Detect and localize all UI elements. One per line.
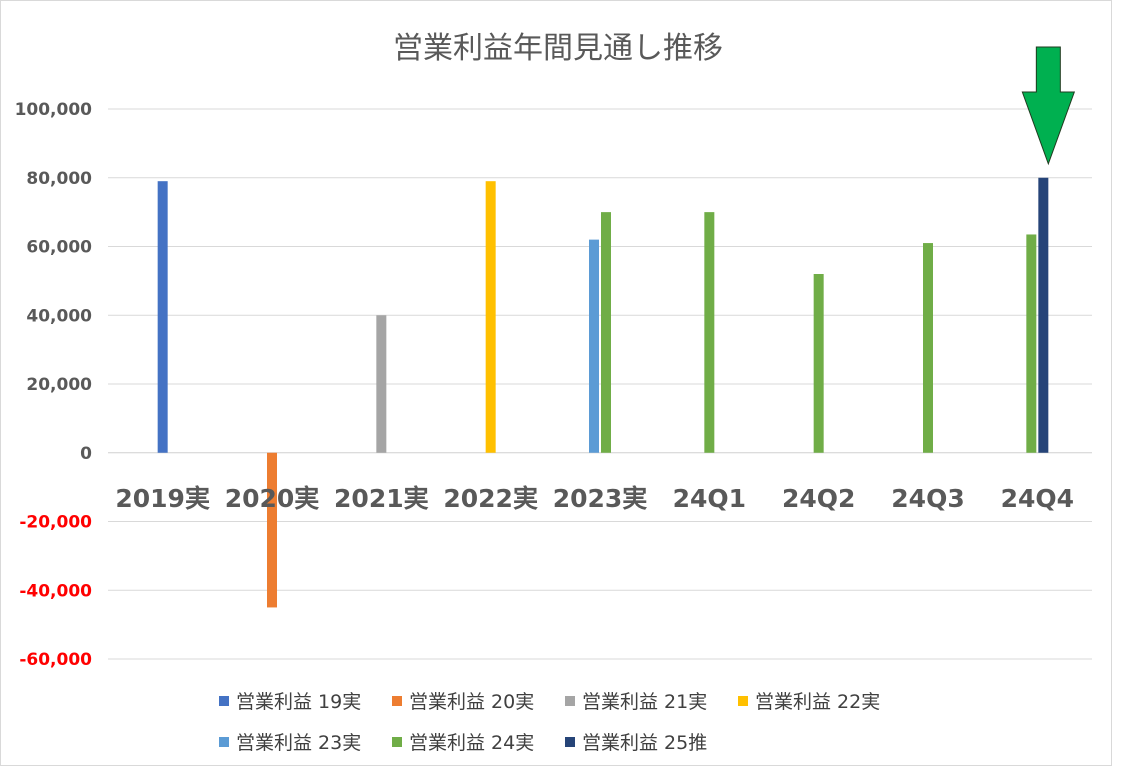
y-tick-label: 0 <box>80 444 92 464</box>
legend-swatch <box>565 696 575 706</box>
legend-swatch <box>565 737 575 747</box>
legend-label: 営業利益 25推 <box>582 732 707 754</box>
x-tick-label: 24Q3 <box>891 484 964 513</box>
legend-swatch <box>738 696 748 706</box>
x-axis: 2019実 2020実 2021実 2022実 2023実 24Q1 24Q2 24Q3 24Q… <box>115 484 1074 513</box>
bar <box>267 452 277 608</box>
bar <box>923 243 933 453</box>
y-axis: 100,000 80,000 60,000 40,000 20,000 0 -20,000 -… <box>15 100 93 670</box>
x-tick-label: 2020実 <box>225 484 320 513</box>
x-tick-label: 2021実 <box>334 484 429 513</box>
y-tick-label: 40,000 <box>26 306 92 326</box>
bar <box>376 315 387 453</box>
legend-label: 営業利益 19実 <box>236 691 361 713</box>
y-tick-label: 100,000 <box>15 100 93 120</box>
bar <box>485 181 496 453</box>
down-arrow-icon <box>1021 46 1076 166</box>
legend-label: 営業利益 21実 <box>582 691 707 713</box>
bar <box>157 181 168 453</box>
bar <box>589 239 599 453</box>
x-tick-label: 24Q1 <box>673 484 746 513</box>
legend-label: 営業利益 23実 <box>236 732 361 754</box>
legend-swatch <box>392 696 402 706</box>
y-tick-label: 20,000 <box>26 375 92 395</box>
y-tick-label: 80,000 <box>26 169 92 189</box>
legend-label: 営業利益 20実 <box>409 691 534 713</box>
bar <box>1026 234 1037 453</box>
x-tick-label: 2023実 <box>553 484 648 513</box>
legend-label: 営業利益 22実 <box>755 691 880 713</box>
chart-title: 営業利益年間見通し推移 <box>393 31 723 66</box>
bar <box>704 212 715 453</box>
gridlines <box>108 108 1092 660</box>
y-tick-label: 60,000 <box>26 238 92 258</box>
bar <box>601 212 611 453</box>
y-tick-label: -60,000 <box>19 650 92 670</box>
annotation <box>1021 46 1076 166</box>
y-tick-label: -40,000 <box>19 581 92 601</box>
legend-label: 営業利益 24実 <box>409 732 534 754</box>
x-tick-label: 24Q2 <box>782 484 855 513</box>
x-tick-label: 24Q4 <box>1001 484 1074 513</box>
bar <box>813 274 824 453</box>
bars <box>157 177 1049 608</box>
legend-swatch <box>219 737 229 747</box>
x-tick-label: 2019実 <box>115 484 210 513</box>
x-tick-label: 2022実 <box>443 484 538 513</box>
legend-swatch <box>219 696 229 706</box>
legend-swatch <box>392 737 402 747</box>
bar <box>1038 177 1049 453</box>
y-tick-label: -20,000 <box>19 513 92 533</box>
